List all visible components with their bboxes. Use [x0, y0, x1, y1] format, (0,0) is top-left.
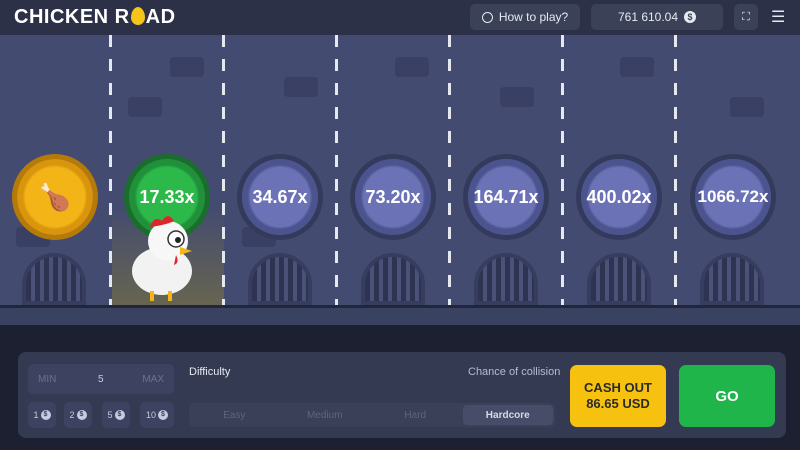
- currency-icon: $: [684, 11, 697, 23]
- balance-value: 761 610.04: [617, 10, 679, 24]
- sidewalk: [0, 305, 800, 325]
- sewer-grate: [22, 253, 86, 305]
- menu-icon[interactable]: ☰: [771, 9, 786, 26]
- chip-label: 10: [145, 410, 156, 420]
- logo-text: CHICKEN R: [14, 6, 130, 28]
- chip-2[interactable]: 2 $: [64, 402, 92, 428]
- dollar-icon: $: [158, 410, 168, 420]
- lane-divider: [674, 35, 677, 325]
- how-to-play-label: How to play?: [498, 10, 569, 24]
- chip-1[interactable]: 1 $: [28, 402, 56, 428]
- logo: CHICKEN R AD: [14, 6, 176, 29]
- lane-divider: [222, 35, 225, 325]
- go-label: GO: [715, 387, 739, 405]
- multiplier-value: 164.71x: [473, 186, 539, 207]
- brick: [730, 97, 764, 117]
- multiplier-coin[interactable]: 1066.72x: [695, 159, 771, 235]
- cash-out-button[interactable]: CASH OUT 86.65 USD: [570, 365, 666, 427]
- how-to-play-button[interactable]: How to play?: [470, 4, 580, 30]
- logo-text-end: AD: [145, 6, 176, 28]
- lane-divider: [448, 35, 451, 325]
- chip-label: 1: [33, 410, 39, 420]
- min-button[interactable]: MIN: [38, 374, 57, 385]
- multiplier-coin[interactable]: 164.71x: [468, 159, 544, 235]
- cash-out-label: CASH OUT: [584, 380, 652, 395]
- chip-label: 5: [107, 410, 113, 420]
- brick: [284, 77, 318, 97]
- difficulty-hardcore[interactable]: Hardcore: [462, 405, 553, 425]
- road: 🍗 17.33x 34.67x 73.20x 164.71x 400.02x 1…: [0, 35, 800, 325]
- roast-chicken-icon: 🍗: [38, 181, 72, 212]
- lane-divider: [561, 35, 564, 325]
- chicken-character: [132, 216, 192, 301]
- multiplier-coin[interactable]: 400.02x: [581, 159, 657, 235]
- difficulty-easy[interactable]: Easy: [223, 409, 246, 421]
- brick: [170, 57, 204, 77]
- multiplier-coin[interactable]: 34.67x: [242, 159, 318, 235]
- multiplier-coin[interactable]: 73.20x: [355, 159, 431, 235]
- multiplier-value: 73.20x: [365, 186, 421, 207]
- dollar-icon: $: [76, 410, 87, 420]
- lane-divider: [109, 35, 112, 325]
- sewer-grate: [361, 253, 425, 305]
- dollar-icon: $: [114, 410, 125, 420]
- bet-amount-field[interactable]: MIN 5 MAX: [28, 364, 174, 394]
- chip-label: 2: [69, 410, 75, 420]
- egg-icon: [130, 7, 145, 25]
- sewer-grate: [248, 253, 312, 305]
- fullscreen-icon: ⛶: [742, 10, 750, 23]
- brick: [620, 57, 654, 77]
- fullscreen-button[interactable]: ⛶: [734, 4, 758, 30]
- brick: [395, 57, 429, 77]
- lane-divider: [335, 35, 338, 325]
- multiplier-value: 34.67x: [252, 186, 308, 207]
- cash-out-amount: 86.65 USD: [586, 396, 650, 411]
- multiplier-value: 17.33x: [139, 186, 195, 207]
- collision-label: Chance of collision: [468, 366, 561, 378]
- go-button[interactable]: GO: [679, 365, 775, 427]
- top-bar: CHICKEN R AD How to play? 761 610.04 $ ⛶ ☰: [0, 0, 800, 35]
- sewer-grate: [587, 253, 651, 305]
- difficulty-selector: Easy Medium Hard Hardcore: [189, 403, 555, 427]
- brick: [500, 87, 534, 107]
- max-button[interactable]: MAX: [142, 374, 164, 385]
- multiplier-value: 1066.72x: [697, 187, 769, 206]
- multiplier-value: 400.02x: [586, 186, 652, 207]
- start-coin: 🍗: [17, 159, 93, 235]
- brick: [128, 97, 162, 117]
- difficulty-label: Difficulty: [189, 366, 231, 378]
- chip-5[interactable]: 5 $: [102, 402, 130, 428]
- balance-display: 761 610.04 $: [591, 4, 723, 30]
- difficulty-medium[interactable]: Medium: [306, 409, 343, 421]
- sewer-grate: [700, 253, 764, 305]
- sewer-grate: [474, 253, 538, 305]
- info-icon: [481, 11, 493, 23]
- dollar-icon: $: [40, 410, 51, 420]
- difficulty-hard[interactable]: Hard: [404, 409, 427, 421]
- chip-10[interactable]: 10 $: [140, 402, 174, 428]
- bet-value[interactable]: 5: [98, 374, 104, 385]
